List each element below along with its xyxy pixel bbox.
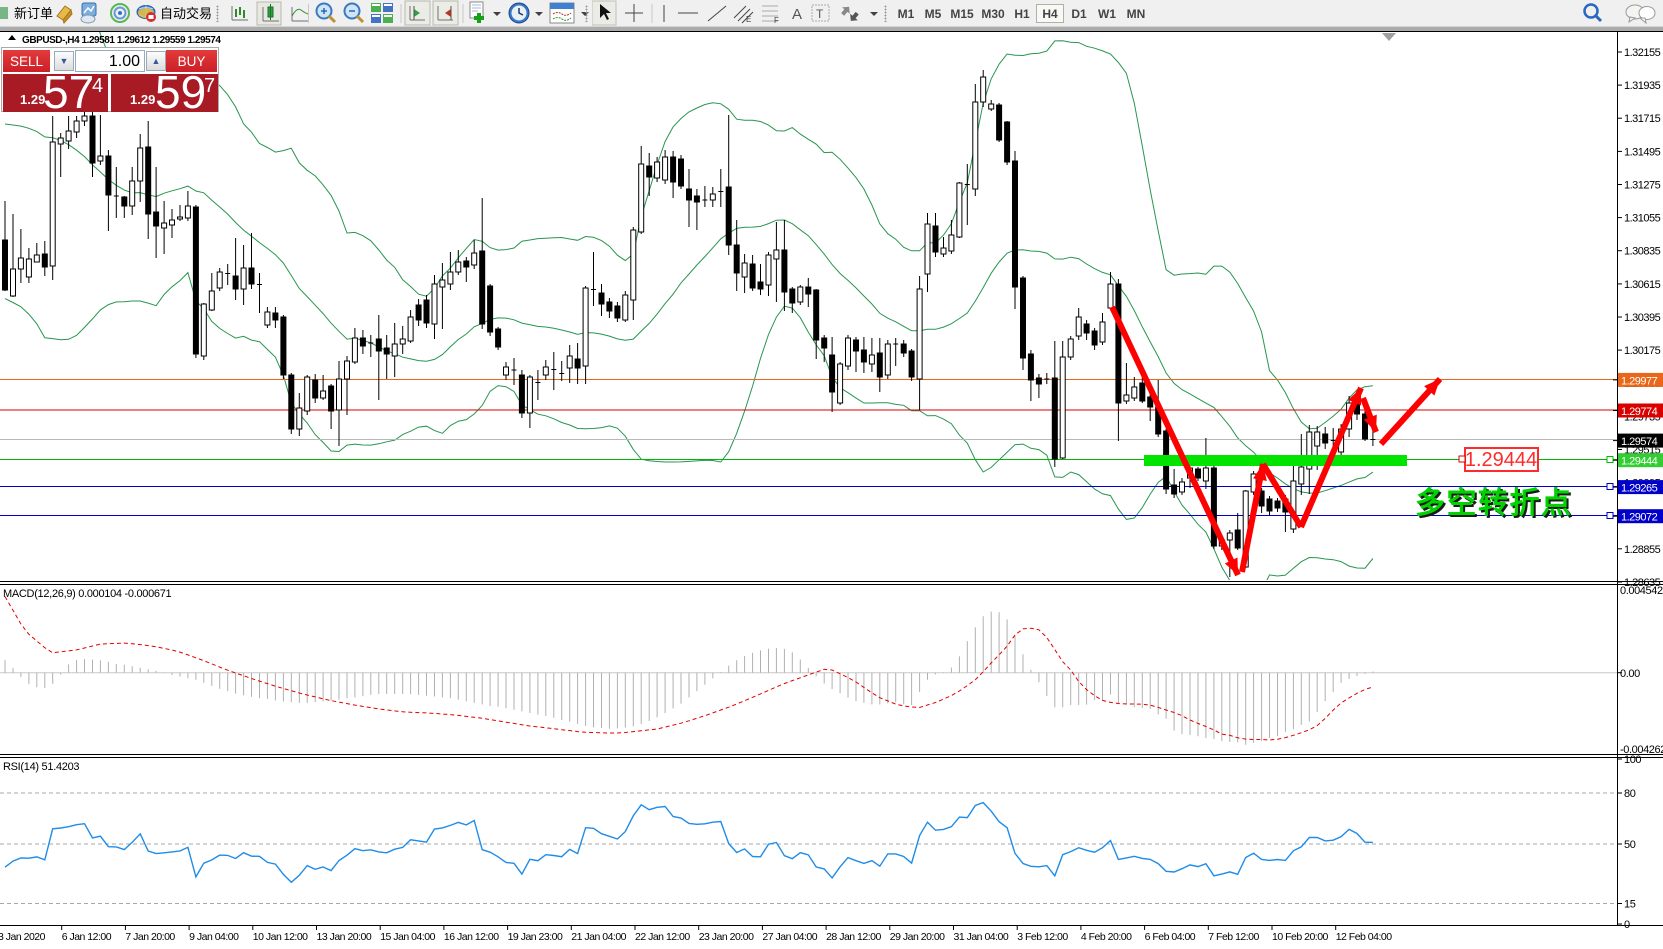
- svg-text:23 Jan 20:00: 23 Jan 20:00: [699, 931, 754, 943]
- svg-text:19 Jan 23:00: 19 Jan 23:00: [508, 931, 563, 943]
- svg-text:80: 80: [1624, 788, 1636, 800]
- svg-text:16 Jan 12:00: 16 Jan 12:00: [444, 931, 499, 943]
- svg-text:-0.004262: -0.004262: [1620, 744, 1663, 756]
- svg-text:RSI(14) 51.4203: RSI(14) 51.4203: [3, 761, 79, 773]
- svg-text:A: A: [792, 6, 802, 23]
- svg-text:1.29774: 1.29774: [1621, 406, 1658, 418]
- svg-text:GBPUSD-,H4 1.29581 1.29612 1.: GBPUSD-,H4 1.29581 1.29612 1.29559 1.295…: [22, 35, 221, 46]
- svg-text:1.30615: 1.30615: [1624, 279, 1661, 291]
- svg-text:31 Jan 04:00: 31 Jan 04:00: [954, 931, 1009, 943]
- svg-text:10 Jan 12:00: 10 Jan 12:00: [253, 931, 308, 943]
- svg-text:50: 50: [1624, 839, 1636, 851]
- svg-text:15 Jan 04:00: 15 Jan 04:00: [380, 931, 435, 943]
- svg-text:1.31495: 1.31495: [1624, 146, 1661, 158]
- svg-text:多空转折点: 多空转折点: [1415, 487, 1573, 520]
- svg-text:MACD(12,26,9) 0.000104 -0.0006: MACD(12,26,9) 0.000104 -0.000671: [3, 588, 172, 600]
- svg-text:6 Feb 04:00: 6 Feb 04:00: [1145, 931, 1196, 943]
- svg-text:4 Feb 20:00: 4 Feb 20:00: [1081, 931, 1132, 943]
- svg-text:12 Feb 04:00: 12 Feb 04:00: [1336, 931, 1393, 943]
- svg-text:0.004542: 0.004542: [1620, 585, 1663, 597]
- svg-text:27 Jan 04:00: 27 Jan 04:00: [762, 931, 817, 943]
- svg-text:21 Jan 04:00: 21 Jan 04:00: [571, 931, 626, 943]
- svg-text:自动交易: 自动交易: [160, 6, 212, 21]
- svg-text:0: 0: [1624, 919, 1630, 931]
- svg-text:1.32155: 1.32155: [1624, 47, 1661, 59]
- svg-text:100: 100: [1624, 754, 1641, 766]
- svg-text:T: T: [816, 7, 824, 21]
- svg-text:10 Feb 20:00: 10 Feb 20:00: [1272, 931, 1329, 943]
- svg-text:1.31715: 1.31715: [1624, 113, 1661, 125]
- svg-text:1.31275: 1.31275: [1624, 180, 1661, 192]
- svg-text:7 Jan 20:00: 7 Jan 20:00: [125, 931, 175, 943]
- svg-text:1.31935: 1.31935: [1624, 80, 1661, 92]
- svg-text:13 Jan 20:00: 13 Jan 20:00: [317, 931, 372, 943]
- svg-text:3 Feb 12:00: 3 Feb 12:00: [1017, 931, 1068, 943]
- svg-text:F: F: [774, 16, 779, 25]
- svg-text:1.30175: 1.30175: [1624, 345, 1661, 357]
- svg-text:1.29444: 1.29444: [1465, 449, 1537, 471]
- svg-text:1.31055: 1.31055: [1624, 213, 1661, 225]
- svg-text:22 Jan 12:00: 22 Jan 12:00: [635, 931, 690, 943]
- svg-text:28 Jan 12:00: 28 Jan 12:00: [826, 931, 881, 943]
- svg-text:1.29265: 1.29265: [1621, 483, 1658, 495]
- svg-text:7 Feb 12:00: 7 Feb 12:00: [1208, 931, 1259, 943]
- svg-text:3 Jan 2020: 3 Jan 2020: [0, 931, 46, 943]
- svg-text:1.29574: 1.29574: [1621, 436, 1658, 448]
- svg-text:6 Jan 12:00: 6 Jan 12:00: [62, 931, 112, 943]
- svg-text:0.00: 0.00: [1620, 668, 1640, 680]
- svg-text:E: E: [746, 15, 751, 24]
- svg-text:15: 15: [1624, 899, 1636, 911]
- svg-text:1.28635: 1.28635: [1624, 577, 1661, 589]
- svg-text:1.28855: 1.28855: [1624, 544, 1661, 556]
- svg-text:1.29977: 1.29977: [1621, 375, 1658, 387]
- svg-text:1.29072: 1.29072: [1621, 512, 1658, 524]
- svg-text:29 Jan 20:00: 29 Jan 20:00: [890, 931, 945, 943]
- svg-text:9 Jan 04:00: 9 Jan 04:00: [189, 931, 239, 943]
- svg-text:1.30395: 1.30395: [1624, 312, 1661, 324]
- svg-text:1.30835: 1.30835: [1624, 246, 1661, 258]
- svg-text:1.29444: 1.29444: [1621, 456, 1658, 468]
- svg-text:新订单: 新订单: [14, 6, 53, 21]
